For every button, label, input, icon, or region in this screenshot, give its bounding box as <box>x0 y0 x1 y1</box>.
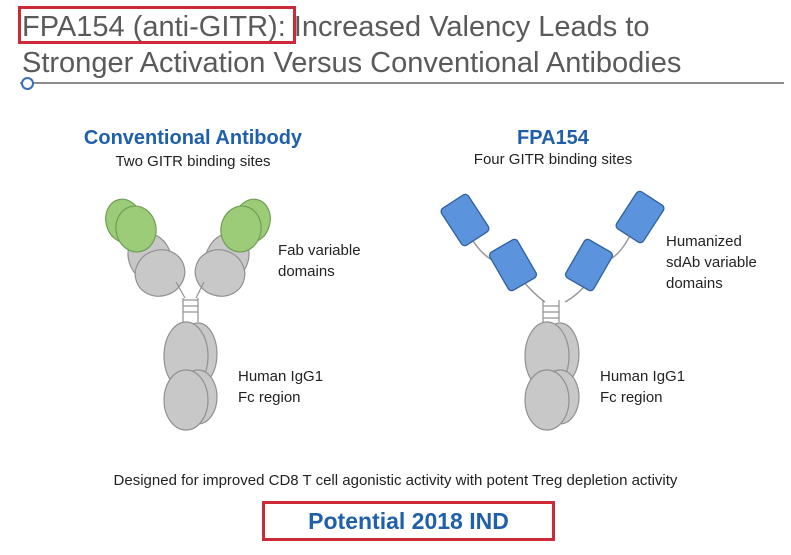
title-divider <box>20 82 784 84</box>
divider-bullet-icon <box>21 77 34 90</box>
fpa154-fc-ch3-front <box>524 369 570 431</box>
design-caption: Designed for improved CD8 T cell agonist… <box>113 472 678 489</box>
conventional-hinge <box>175 281 205 322</box>
fpa154-illustration <box>440 190 665 431</box>
title-line-2: Stronger Activation Versus Conventional … <box>22 47 682 79</box>
sdab-label-line: Humanized <box>666 233 742 250</box>
sdab-label-line: domains <box>666 275 723 292</box>
fab-variable-domains <box>105 198 271 253</box>
title-line-1: FPA154 (anti-GITR): Increased Valency Le… <box>22 11 650 43</box>
right-panel-title: FPA154 <box>517 127 589 149</box>
left-fc-label-line: Fc region <box>238 389 301 406</box>
conventional-antibody-illustration <box>127 232 250 431</box>
right-fc-label: Human IgG1 Fc region <box>600 366 685 408</box>
sdab-inner-left <box>488 238 538 292</box>
left-fc-label: Human IgG1 Fc region <box>238 366 323 408</box>
ind-callout: Potential 2018 IND <box>262 501 555 541</box>
sdab-domains <box>440 190 665 292</box>
fc-ch3-front <box>163 369 209 431</box>
sdab-outer-left <box>440 193 490 247</box>
fpa154-fc-region <box>524 321 580 431</box>
fab-label-line: Fab variable <box>278 242 361 259</box>
right-fab-variable-front <box>220 205 262 253</box>
left-panel-title: Conventional Antibody <box>83 127 303 149</box>
sdab-label-line: sdAb variable <box>666 254 757 271</box>
right-fc-label-line: Human IgG1 <box>600 368 686 385</box>
slide-title: FPA154 (anti-GITR): Increased Valency Le… <box>22 9 681 81</box>
sdab-variable-label: Humanized sdAb variable domains <box>666 231 757 294</box>
title-highlight-box <box>18 6 296 44</box>
fab-variable-label: Fab variable domains <box>278 240 361 282</box>
right-fab-constant-front <box>194 249 246 297</box>
right-panel-subtitle: Four GITR binding sites <box>473 151 633 168</box>
left-fab-constant-front <box>134 249 186 297</box>
fpa154-hinge <box>542 300 560 322</box>
left-panel-subtitle: Two GITR binding sites <box>115 153 271 170</box>
sdab-outer-right <box>615 190 665 244</box>
fab-label-line: domains <box>278 263 335 280</box>
left-fab-variable-front <box>115 205 157 253</box>
left-fc-label-line: Human IgG1 <box>238 368 324 385</box>
sdab-inner-right <box>564 238 614 292</box>
right-fc-label-line: Fc region <box>600 389 663 406</box>
